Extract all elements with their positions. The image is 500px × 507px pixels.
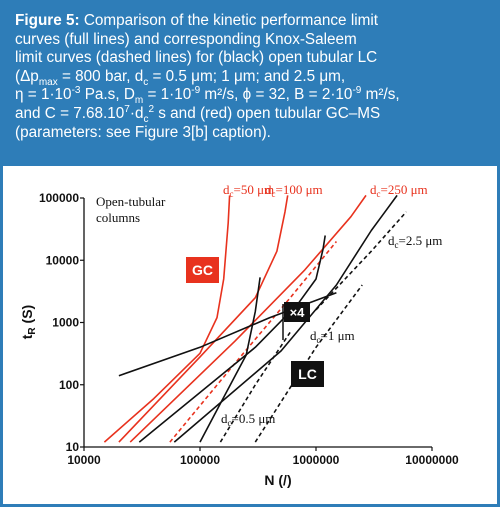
x-tick-label: 10000000 [405,453,459,467]
gc-badge-text: GC [192,262,213,278]
chart-axes: 10000 100000 1000000 10000000 10 100 1000 10000… [39,191,459,467]
gc-badge [186,257,219,283]
y-tick-label: 10000 [46,253,80,267]
x-axis-label: N (/) [264,472,291,488]
y-tick-label: 100000 [39,191,79,205]
caption-line-7: (parameters: see Figure 3[b] caption). [15,123,271,141]
x-tick-label: 1000000 [293,453,340,467]
caption-line-4: (Δpmax = 800 bar, dc = 0.5 μm; 1 μm; and… [15,67,346,88]
gc-solid-series-line [129,194,367,443]
y-tick-label: 1000 [52,316,79,330]
gc-solid-series-line [103,195,231,443]
caption-line-3: limit curves (dashed lines) for (black) … [15,49,378,67]
gc-dashed-series-line [169,240,338,443]
lc-solid-series-line [173,194,398,443]
gc-dc-250-label: dc=250 μm [370,182,428,199]
lc-dashed-series-line [254,284,363,443]
columns-label-line-1: Open-tubular [96,194,166,209]
lc-solid-series-line [138,235,326,443]
gc-dc-50-label: dc=50 μm [223,182,274,199]
lc-badge-text: LC [298,366,317,382]
caption-line-2: curves (full lines) and corresponding Kn… [15,30,357,48]
x-tick-label: 100000 [180,453,220,467]
lc-badge [291,361,324,387]
lc-dc-1-label: dc=1 μm [310,328,355,345]
x4-badge-text: ×4 [290,305,306,320]
chart-series [103,194,407,443]
caption-line-5: η = 1·10-3 Pa.s, Dm = 1·10-9 m²/s, ϕ = 3… [15,85,400,107]
caption-line-6: and C = 7.68.107·dc2 s and (red) open tu… [15,103,381,126]
lc-dashed-series-line [219,331,291,443]
y-axis-label: tR (S) [19,305,38,339]
caption-line-1: Comparison of the kinetic performance li… [83,12,379,29]
gc-solid-series-line [118,195,289,443]
x-tick-label: 10000 [67,453,101,467]
y-tick-label: 100 [59,378,79,392]
lc-dc-2-5-label: dc=2.5 μm [388,233,442,250]
lc-dashed-series-line [315,211,407,311]
y-tick-label: 10 [66,440,80,454]
figure-caption: Figure 5: Comparison of the kinetic perf… [3,3,497,166]
lc-dc-0-5-label: dc=0.5 μm [221,411,275,428]
caption-label: Figure 5: [15,12,80,29]
gc-dc-100-label: dc=100 μm [265,182,323,199]
chart-annotations: Open-tubular columns dc=50 μm dc=100 μm … [96,182,442,428]
x4-badge [284,302,310,322]
columns-label-line-2: columns [96,210,140,225]
